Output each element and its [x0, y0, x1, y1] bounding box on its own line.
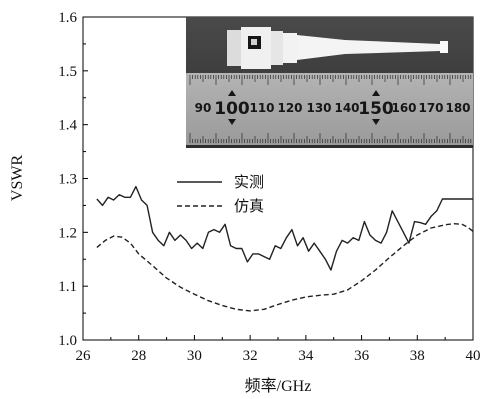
x-axis-title: 频率/GHz [245, 377, 312, 395]
y-tick-label: 1.2 [58, 225, 77, 241]
x-tick-label: 38 [410, 348, 425, 364]
ruler-number: 140 [334, 101, 359, 115]
y-tick-label: 1.5 [58, 64, 77, 80]
series-line-measured [96, 185, 473, 271]
x-tick-label: 36 [354, 348, 370, 364]
legend-label-measured: 实测 [234, 173, 264, 191]
y-tick-label: 1.0 [58, 333, 77, 349]
x-tick-label: 28 [131, 348, 146, 364]
ruler-number: 130 [306, 101, 331, 115]
x-tick-label: 26 [76, 348, 92, 364]
antenna-device [227, 27, 448, 69]
ruler-number: 90 [195, 101, 212, 115]
ruler-arrow-up [372, 90, 380, 96]
ruler-ticks [189, 75, 472, 143]
ruler-arrow-down [372, 119, 380, 125]
x-tick-label: 40 [466, 348, 481, 364]
ruler-number: 170 [418, 101, 443, 115]
x-tick-label: 30 [187, 348, 202, 364]
x-axis-ticks [82, 335, 474, 340]
y-tick-label: 1.3 [58, 172, 77, 188]
y-tick-label: 1.1 [58, 279, 77, 295]
series-line-simulated [96, 222, 474, 312]
legend-label-simulated: 仿真 [234, 197, 264, 215]
y-tick-label: 1.6 [58, 10, 77, 26]
y-axis-title: VSWR [9, 155, 26, 202]
ruler-number: 150 [358, 99, 394, 119]
series-layer [96, 185, 474, 312]
x-tick-label: 32 [243, 348, 258, 364]
y-axis-tick-labels: 1.0 1.1 1.2 1.3 1.4 1.5 1.6 [58, 10, 77, 349]
ruler-number: 110 [249, 101, 274, 115]
x-axis-tick-labels: 26 28 30 32 34 36 38 40 [76, 348, 481, 364]
ruler-number: 120 [277, 101, 302, 115]
legend: 实测 仿真 [177, 173, 264, 215]
y-tick-label: 1.4 [58, 118, 77, 134]
ruler-arrow-down [228, 119, 236, 125]
x-tick-label: 34 [298, 348, 314, 364]
ruler-number: 180 [445, 101, 470, 115]
ruler-number: 100 [214, 99, 250, 119]
ruler-number: 160 [391, 101, 416, 115]
y-axis-ticks [83, 16, 88, 341]
ruler-strip [186, 73, 473, 145]
ruler-arrow-up [228, 90, 236, 96]
